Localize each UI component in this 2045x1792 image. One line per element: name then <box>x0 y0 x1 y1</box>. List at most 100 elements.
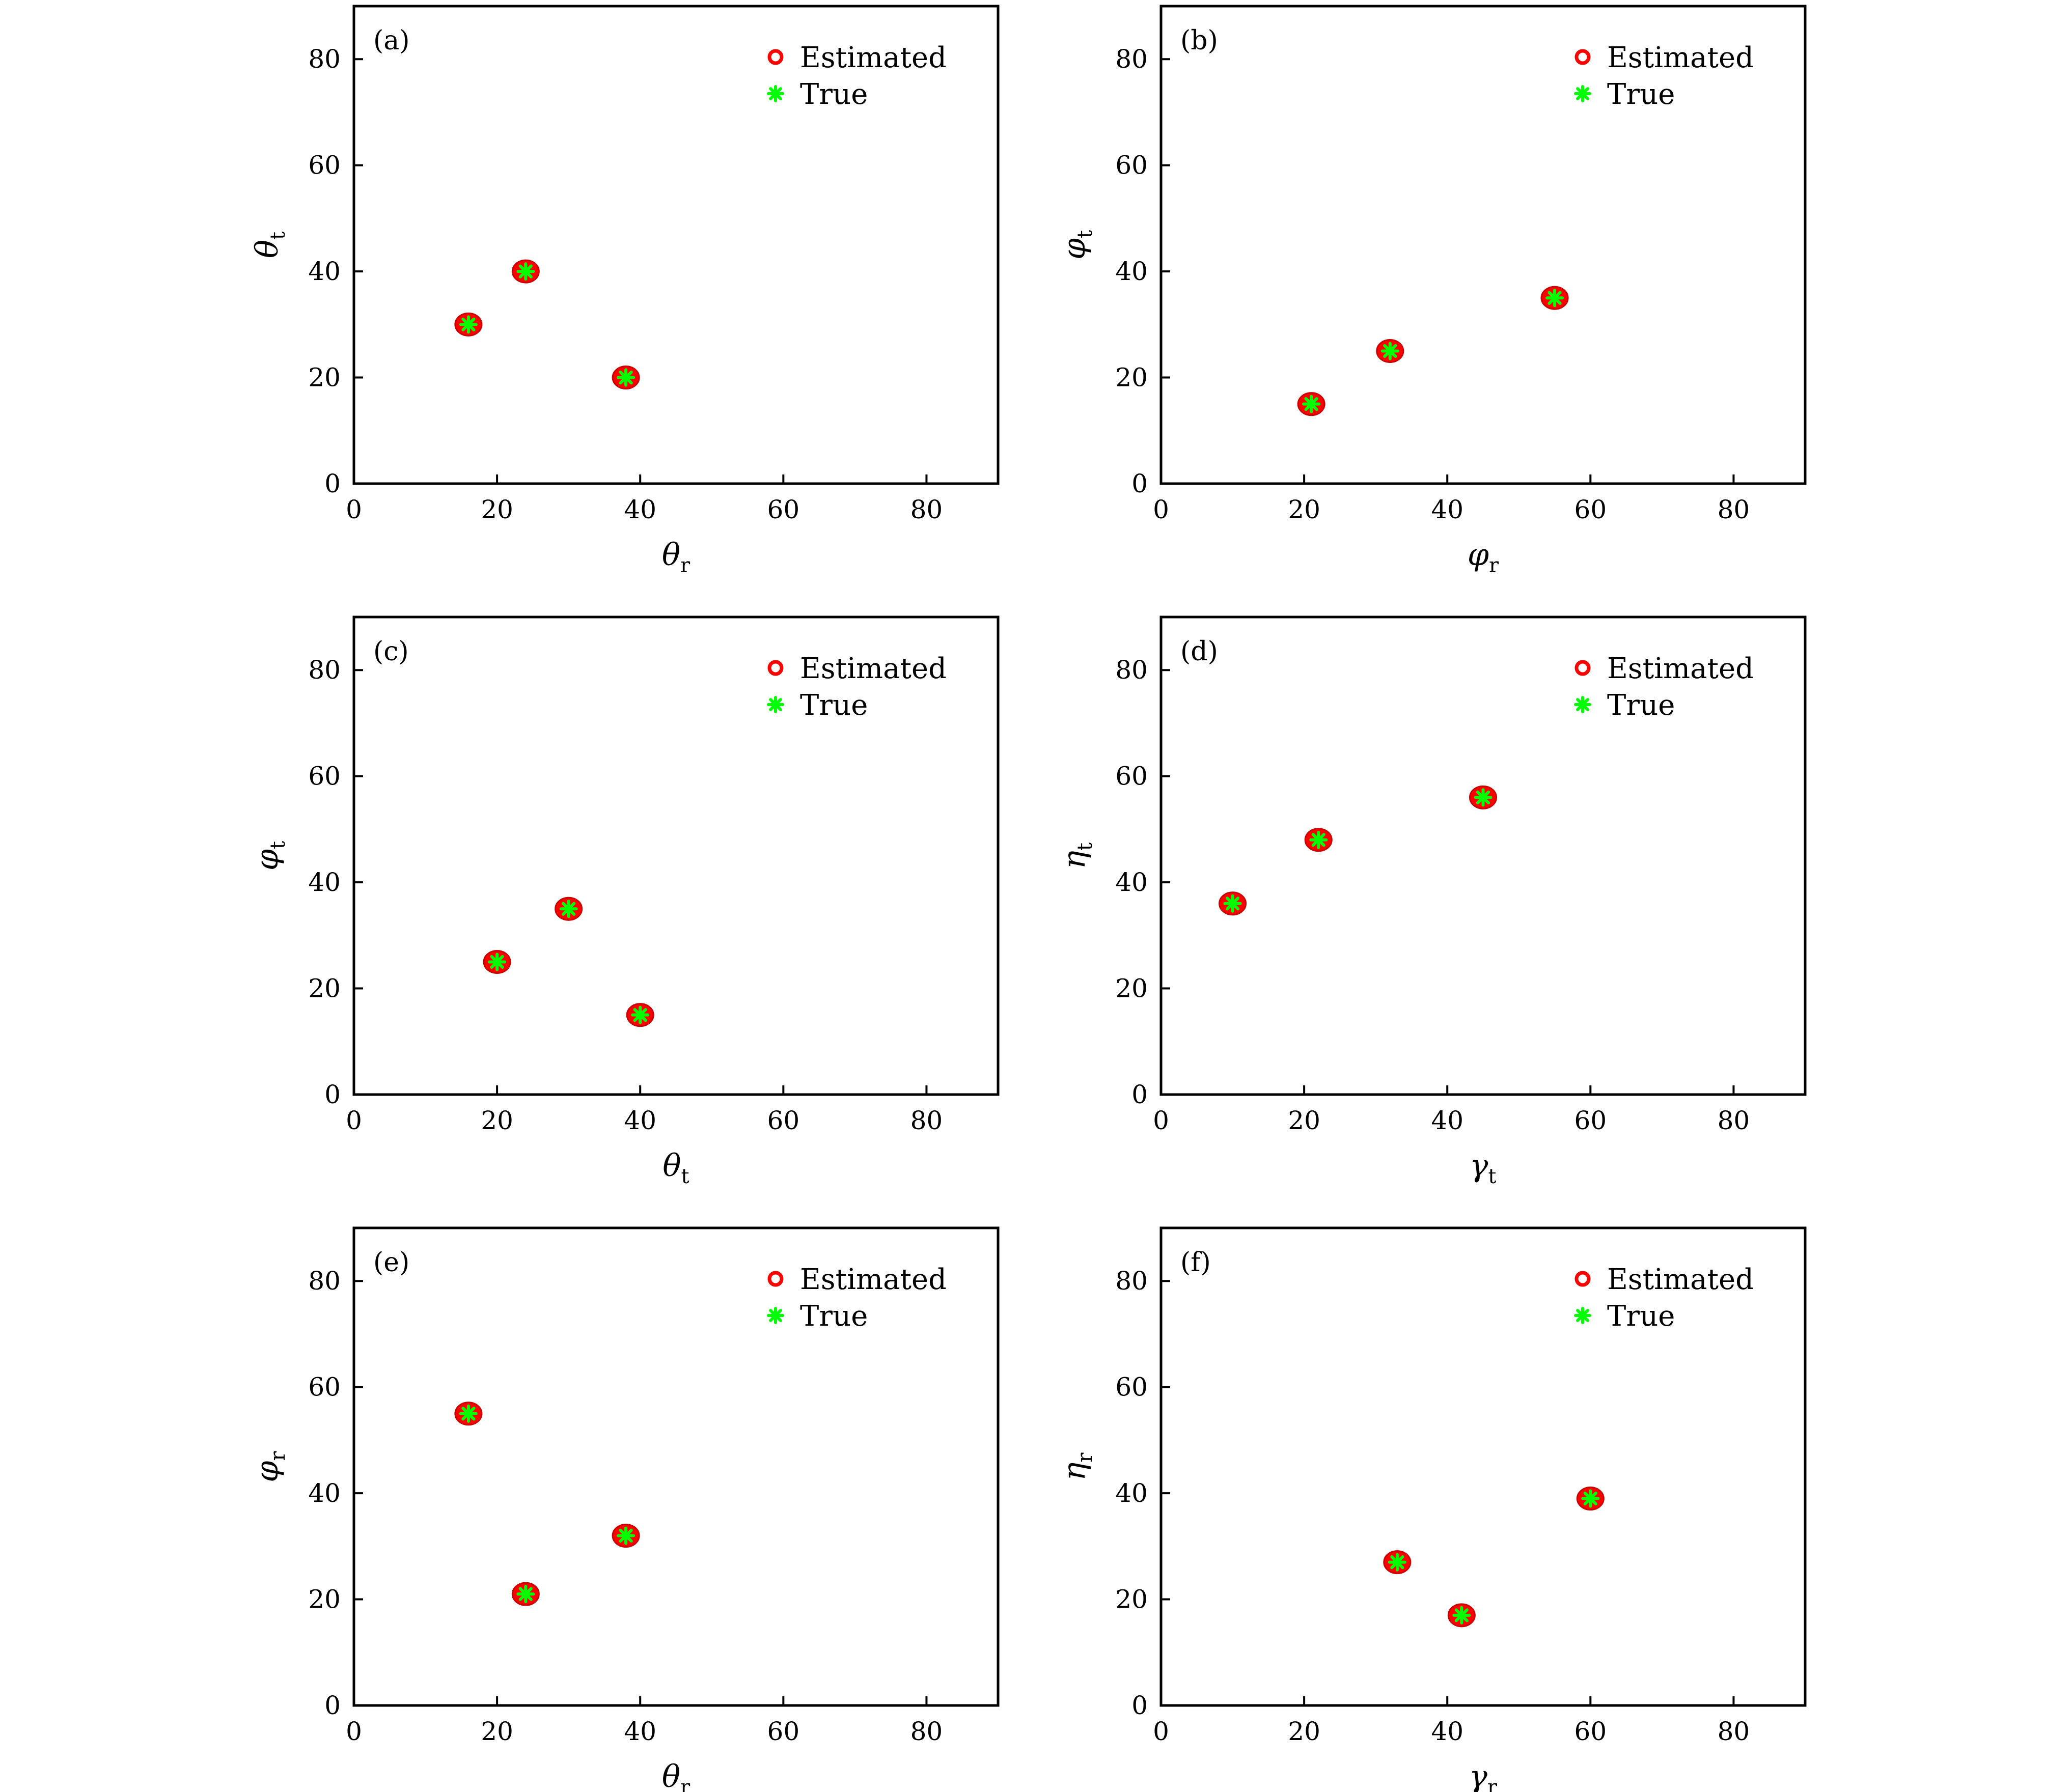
y-tick-label: 40 <box>1115 1478 1148 1508</box>
panel-c: 0 20 40 60 80 0 20 40 60 80 θt φt (c) Estimated True <box>250 615 1000 1188</box>
y-tick-label: 60 <box>308 151 341 180</box>
y-tick-label: 20 <box>1115 974 1148 1003</box>
true-point <box>617 368 635 387</box>
x-tick-label: 60 <box>1574 1106 1607 1135</box>
y-tick-label: 80 <box>308 44 341 74</box>
x-tick-label: 40 <box>624 495 656 524</box>
x-axis-label: γt <box>1470 1148 1497 1188</box>
legend-estimated-label: Estimated <box>1607 652 1754 685</box>
y-axis-label: φr <box>250 1451 290 1482</box>
legend-true-marker <box>1574 696 1591 713</box>
true-point <box>1388 1553 1406 1572</box>
y-axis-label: θt <box>250 232 290 258</box>
true-point <box>1223 894 1242 913</box>
y-tick-label: 20 <box>308 363 341 393</box>
x-tick-label: 80 <box>1718 1717 1750 1746</box>
true-point <box>631 1005 650 1024</box>
x-axis-label: γr <box>1469 1759 1498 1792</box>
y-tick-label: 80 <box>308 655 341 685</box>
legend-true-label: True <box>1607 1300 1675 1333</box>
plot-frame <box>352 615 1000 1096</box>
true-point <box>1581 1489 1600 1508</box>
legend-estimated-marker <box>767 1271 784 1287</box>
legend-true-label: True <box>800 78 868 111</box>
legend-estimated-label: Estimated <box>1607 1263 1754 1296</box>
y-tick-label: 20 <box>308 1585 341 1614</box>
legend-estimated-label: Estimated <box>800 41 947 74</box>
y-tick-label: 20 <box>308 974 341 1003</box>
legend-estimated-marker <box>767 660 784 676</box>
y-tick-label: 40 <box>308 867 341 897</box>
x-tick-label: 80 <box>1718 495 1750 524</box>
legend-estimated-marker <box>1574 660 1591 676</box>
panel-e: 0 20 40 60 80 0 20 40 60 80 θr φr (e) Estimated True <box>250 1226 1000 1792</box>
true-point <box>516 262 535 281</box>
x-tick-label: 80 <box>910 1106 943 1135</box>
true-point <box>1452 1606 1471 1625</box>
x-tick-label: 20 <box>1288 1717 1320 1746</box>
legend-true-label: True <box>1607 689 1675 722</box>
x-axis-label: θr <box>662 537 690 577</box>
x-tick-label: 20 <box>481 1717 513 1746</box>
y-tick-label: 60 <box>308 762 341 791</box>
true-point <box>1380 342 1399 360</box>
x-tick-label: 0 <box>346 1106 362 1135</box>
x-tick-label: 20 <box>481 495 513 524</box>
y-tick-label: 0 <box>1131 1691 1148 1720</box>
true-point <box>459 1404 478 1423</box>
plot-frame <box>352 1226 1000 1707</box>
x-tick-label: 80 <box>910 495 943 524</box>
panel-label: (e) <box>373 1247 409 1278</box>
legend-true-label: True <box>800 689 868 722</box>
x-tick-label: 0 <box>1153 1106 1169 1135</box>
true-point <box>617 1526 635 1545</box>
y-tick-label: 20 <box>1115 363 1148 393</box>
legend-true-marker <box>1574 85 1591 102</box>
x-tick-label: 60 <box>767 1717 800 1746</box>
true-point <box>1302 395 1321 413</box>
y-tick-label: 40 <box>1115 867 1148 897</box>
x-tick-label: 60 <box>1574 495 1607 524</box>
panel-d: 0 20 40 60 80 0 20 40 60 80 γt ηt (d) Estimated True <box>1057 615 1807 1188</box>
legend-estimated-label: Estimated <box>800 1263 947 1296</box>
x-tick-label: 20 <box>1288 1106 1320 1135</box>
x-tick-label: 60 <box>767 1106 800 1135</box>
panel-label: (b) <box>1180 25 1218 56</box>
y-tick-label: 60 <box>1115 762 1148 791</box>
y-tick-label: 40 <box>308 257 341 286</box>
x-tick-label: 0 <box>1153 495 1169 524</box>
legend-estimated-label: Estimated <box>800 652 947 685</box>
true-point <box>1309 830 1328 849</box>
y-axis-label: ηt <box>1057 843 1097 869</box>
y-tick-label: 80 <box>308 1266 341 1296</box>
y-axis-label: φt <box>250 841 290 871</box>
x-tick-label: 40 <box>1431 1106 1463 1135</box>
legend-estimated-marker <box>1574 49 1591 65</box>
panel-label: (f) <box>1180 1247 1211 1278</box>
x-axis-label: θt <box>662 1148 689 1188</box>
plot-frame <box>1159 1226 1807 1707</box>
panel-f: 0 20 40 60 80 0 20 40 60 80 γr ηr (f) Estimated True <box>1057 1226 1807 1792</box>
legend-estimated-label: Estimated <box>1607 41 1754 74</box>
y-axis-label: ηr <box>1057 1452 1097 1481</box>
y-tick-label: 60 <box>1115 1373 1148 1402</box>
y-axis-label: φt <box>1057 230 1097 260</box>
y-tick-label: 0 <box>1131 469 1148 498</box>
panel-label: (a) <box>373 25 410 56</box>
legend-estimated-marker <box>767 49 784 65</box>
y-tick-label: 0 <box>324 469 341 498</box>
x-tick-label: 0 <box>346 1717 362 1746</box>
y-tick-label: 40 <box>308 1478 341 1508</box>
x-tick-label: 80 <box>910 1717 943 1746</box>
true-point <box>1474 788 1493 807</box>
legend-true-label: True <box>1607 78 1675 111</box>
x-tick-label: 60 <box>767 495 800 524</box>
panel-label: (c) <box>373 636 409 667</box>
plot-frame <box>1159 5 1807 485</box>
x-tick-label: 60 <box>1574 1717 1607 1746</box>
y-tick-label: 60 <box>1115 151 1148 180</box>
true-point <box>488 953 507 971</box>
true-point <box>459 315 478 334</box>
panel-label: (d) <box>1180 636 1218 667</box>
x-tick-label: 0 <box>346 495 362 524</box>
